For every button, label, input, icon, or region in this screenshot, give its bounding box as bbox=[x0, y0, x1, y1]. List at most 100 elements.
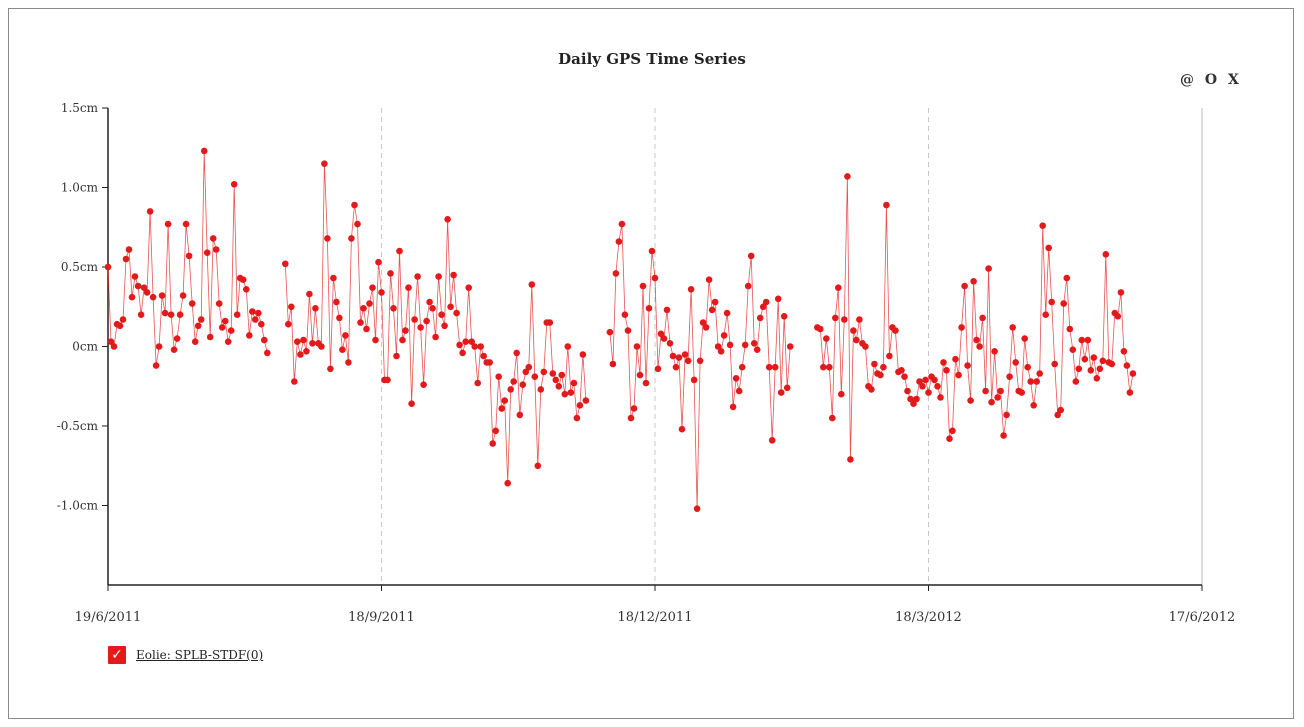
data-point bbox=[693, 505, 701, 512]
data-point bbox=[254, 309, 262, 317]
data-point bbox=[360, 305, 367, 312]
data-point bbox=[354, 220, 361, 228]
data-point bbox=[564, 343, 572, 350]
data-point bbox=[991, 348, 998, 355]
data-point bbox=[1024, 363, 1031, 371]
chart-toolbar: @ O X bbox=[1180, 72, 1244, 88]
data-point bbox=[711, 298, 719, 306]
data-point bbox=[1033, 378, 1040, 385]
data-point bbox=[420, 381, 427, 389]
data-point bbox=[321, 160, 328, 167]
data-point bbox=[191, 338, 199, 346]
data-point bbox=[618, 220, 626, 228]
data-point bbox=[516, 411, 524, 419]
data-point bbox=[297, 351, 304, 358]
data-point bbox=[1102, 251, 1110, 258]
data-point bbox=[170, 346, 178, 354]
data-point bbox=[330, 274, 337, 282]
data-point bbox=[883, 201, 890, 209]
zoom-icon[interactable]: @ bbox=[1180, 72, 1195, 88]
data-point bbox=[1051, 360, 1058, 368]
data-point bbox=[438, 311, 445, 319]
y-tick-label: 1.0cm bbox=[61, 181, 99, 195]
data-point bbox=[507, 386, 514, 393]
data-point bbox=[985, 265, 992, 272]
data-point bbox=[666, 340, 674, 347]
data-point bbox=[333, 298, 340, 306]
data-point bbox=[134, 282, 142, 290]
data-point bbox=[1066, 325, 1074, 333]
data-point bbox=[570, 379, 578, 387]
y-tick-label: 0.5cm bbox=[61, 260, 99, 274]
data-point bbox=[729, 403, 737, 411]
legend-item[interactable]: ✓ Eolie: SPLB-STDF(0) bbox=[108, 646, 263, 664]
data-point bbox=[249, 308, 256, 315]
reset-zoom-icon[interactable]: O bbox=[1204, 72, 1219, 88]
series-points bbox=[104, 147, 1137, 512]
data-point bbox=[399, 336, 406, 344]
data-point bbox=[708, 306, 716, 314]
y-tick-label: 0cm bbox=[72, 340, 98, 354]
x-tick-label: 17/6/2012 bbox=[1169, 610, 1236, 625]
data-point bbox=[982, 387, 989, 395]
data-point bbox=[1012, 359, 1019, 366]
data-point bbox=[1030, 402, 1037, 409]
data-point bbox=[188, 300, 196, 307]
data-point bbox=[110, 343, 118, 350]
data-point bbox=[1120, 348, 1128, 355]
close-icon[interactable]: X bbox=[1227, 72, 1240, 88]
data-point bbox=[696, 357, 704, 365]
data-point bbox=[907, 395, 914, 403]
data-point bbox=[829, 414, 836, 422]
data-point bbox=[209, 235, 217, 242]
data-point bbox=[522, 368, 530, 376]
data-point bbox=[504, 479, 512, 487]
data-point bbox=[561, 390, 569, 398]
x-tick-label: 18/9/2011 bbox=[348, 610, 415, 625]
data-point bbox=[645, 305, 653, 312]
data-point bbox=[949, 427, 956, 435]
data-point bbox=[609, 360, 617, 368]
data-point bbox=[513, 349, 520, 357]
data-point bbox=[432, 333, 439, 341]
data-point bbox=[901, 373, 908, 381]
y-tick-label: 1.5cm bbox=[61, 101, 99, 115]
series-line bbox=[609, 224, 791, 509]
data-point bbox=[435, 273, 442, 280]
data-point bbox=[372, 336, 379, 344]
data-point bbox=[1039, 222, 1046, 229]
chart-title: Daily GPS Time Series bbox=[558, 50, 746, 68]
data-point bbox=[759, 303, 767, 311]
data-point bbox=[1075, 365, 1083, 373]
data-point bbox=[1003, 411, 1010, 419]
data-point bbox=[714, 343, 722, 350]
data-point bbox=[762, 298, 770, 306]
data-point bbox=[492, 427, 500, 435]
data-point bbox=[261, 336, 268, 344]
data-point bbox=[140, 284, 148, 292]
data-point bbox=[477, 343, 485, 350]
data-point bbox=[847, 456, 854, 463]
data-point bbox=[206, 333, 214, 341]
data-point bbox=[459, 349, 466, 357]
data-point bbox=[417, 324, 424, 331]
data-point bbox=[657, 330, 665, 338]
data-point bbox=[823, 335, 830, 342]
data-point bbox=[546, 319, 554, 326]
data-point bbox=[955, 371, 962, 379]
data-point bbox=[378, 289, 385, 296]
data-point bbox=[1090, 354, 1098, 361]
data-point bbox=[994, 394, 1001, 401]
data-point bbox=[227, 327, 235, 334]
data-point bbox=[768, 437, 776, 444]
data-point bbox=[197, 316, 205, 323]
data-point bbox=[143, 289, 151, 296]
data-point bbox=[531, 373, 539, 381]
legend-label[interactable]: Eolie: SPLB-STDF(0) bbox=[136, 648, 264, 662]
data-point bbox=[576, 402, 584, 409]
data-point bbox=[1093, 375, 1101, 382]
checkmark-icon[interactable]: ✓ bbox=[108, 646, 126, 664]
data-point bbox=[396, 247, 403, 255]
data-point bbox=[339, 346, 346, 354]
data-point bbox=[405, 284, 412, 292]
